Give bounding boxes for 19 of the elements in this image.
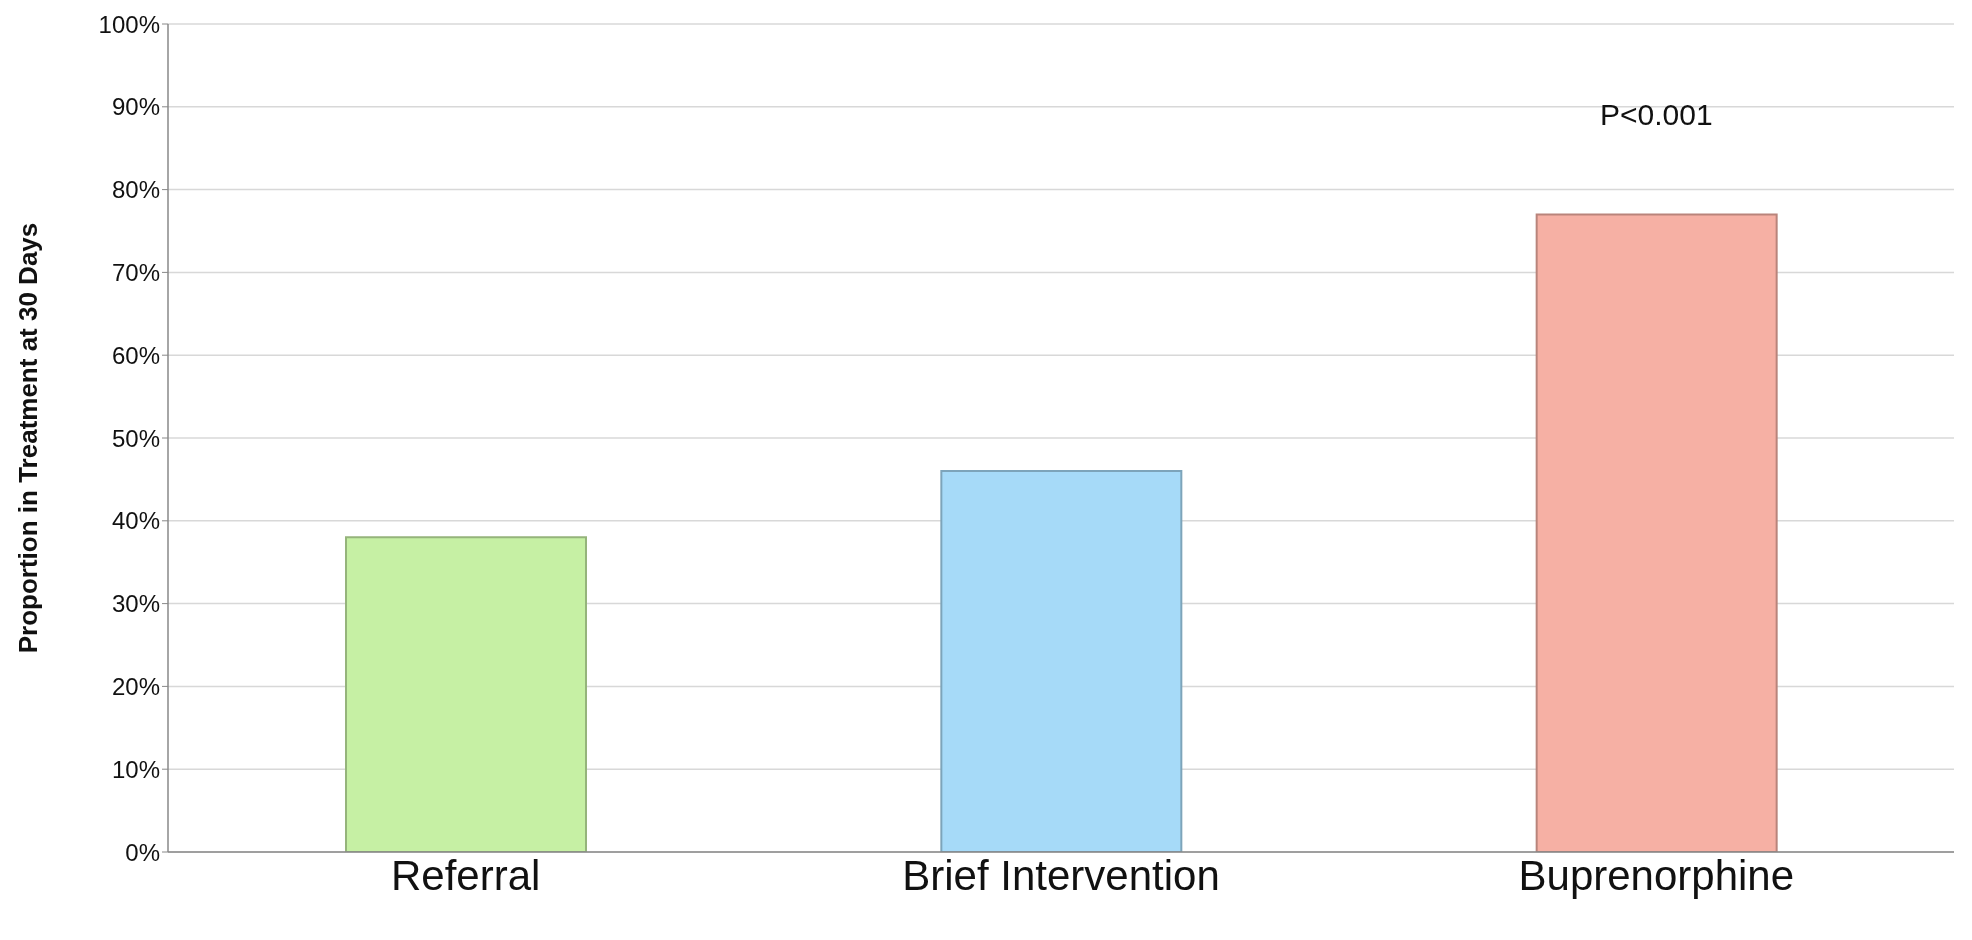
y-tick-label: 40% <box>111 507 160 535</box>
y-tick-label: 0% <box>125 838 160 866</box>
bar <box>1535 213 1778 852</box>
y-tick-label: 10% <box>111 755 160 783</box>
y-tick-label: 70% <box>111 258 160 286</box>
y-tick-label: 50% <box>111 424 160 452</box>
x-tick-label: Brief Intervention <box>902 851 1220 899</box>
annotation: P<0.001 <box>1600 98 1713 132</box>
x-tick-label: Buprenorphine <box>1518 851 1795 899</box>
y-tick-label: 60% <box>111 341 160 369</box>
y-axis-title: Proportion in Treatment at 30 Days <box>13 222 44 654</box>
y-tick-label: 80% <box>111 176 160 204</box>
x-tick-label: Referral <box>390 851 541 899</box>
bar <box>345 536 587 852</box>
y-tick-label: 90% <box>111 93 160 121</box>
y-tick-label: 20% <box>111 672 160 700</box>
y-tick-label: 100% <box>98 10 160 38</box>
bar <box>940 470 1183 852</box>
y-tick-label: 30% <box>111 590 160 618</box>
